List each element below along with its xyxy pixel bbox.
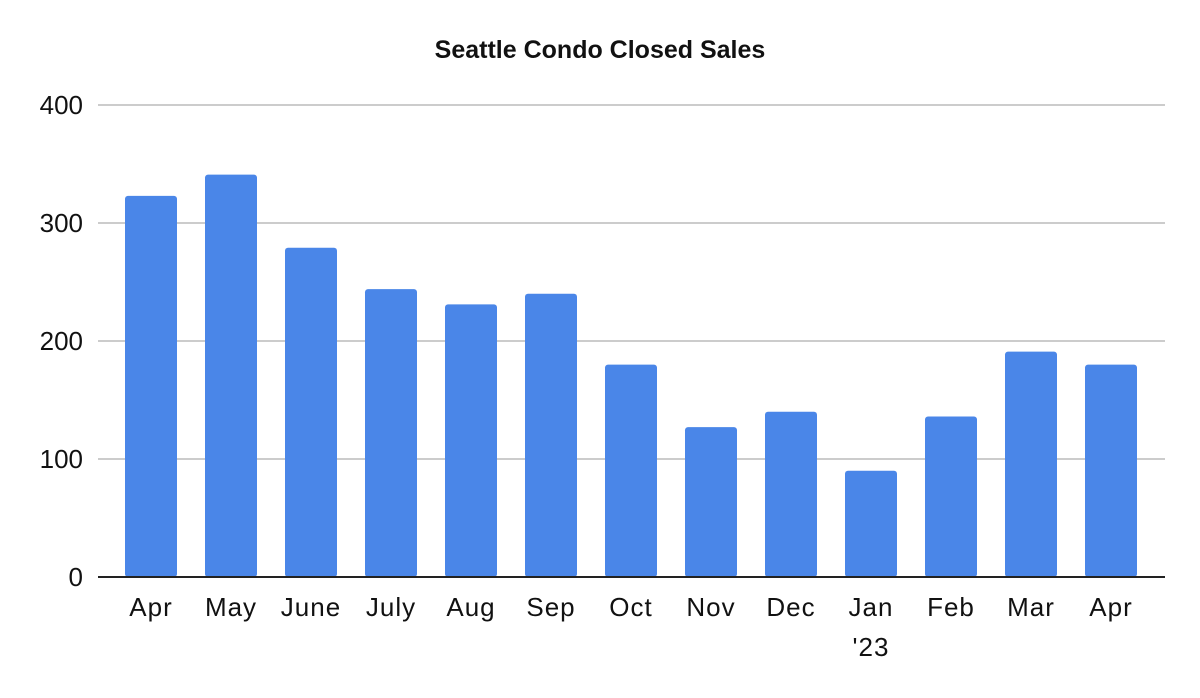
x-tick-label: Apr: [129, 592, 172, 622]
bar-9: [845, 470, 897, 577]
bar-7: [685, 427, 737, 577]
bar-12: [1085, 364, 1137, 577]
x-tick-label: Oct: [609, 592, 652, 622]
y-tick-label: 100: [40, 444, 83, 474]
y-tick-label: 200: [40, 326, 83, 356]
bar-2: [285, 247, 337, 577]
x-tick-label: Aug: [446, 592, 495, 622]
bar-4: [445, 304, 497, 577]
x-tick-label: Dec: [766, 592, 815, 622]
bar-11: [1005, 351, 1057, 577]
bar-1: [205, 174, 257, 577]
y-tick-label: 300: [40, 208, 83, 238]
y-axis-ticks: 0 100 200 300 400: [40, 90, 83, 592]
x-tick-label: Feb: [927, 592, 975, 622]
bars: [125, 174, 1137, 578]
bar-5: [525, 293, 577, 577]
x-tick-label: Nov: [686, 592, 735, 622]
bar-3: [365, 289, 417, 577]
y-tick-label: 400: [40, 90, 83, 120]
x-tick-label: Apr: [1089, 592, 1132, 622]
x-tick-sublabel: '23: [853, 632, 890, 662]
bar-6: [605, 364, 657, 577]
x-tick-label: June: [281, 592, 341, 622]
x-tick-label: Sep: [526, 592, 575, 622]
x-tick-label: May: [205, 592, 257, 622]
bar-10: [925, 416, 977, 577]
x-tick-label: July: [366, 592, 416, 622]
x-tick-label: Mar: [1007, 592, 1055, 622]
chart-title: Seattle Condo Closed Sales: [435, 36, 766, 64]
bar-0: [125, 195, 177, 578]
x-axis-ticks: Apr May June July Aug Sep Oct Nov Dec Jan '23 Feb Ma…: [129, 592, 1132, 662]
x-tick-label: Jan: [849, 592, 894, 622]
bar-8: [765, 411, 817, 577]
y-tick-label: 0: [69, 562, 83, 592]
